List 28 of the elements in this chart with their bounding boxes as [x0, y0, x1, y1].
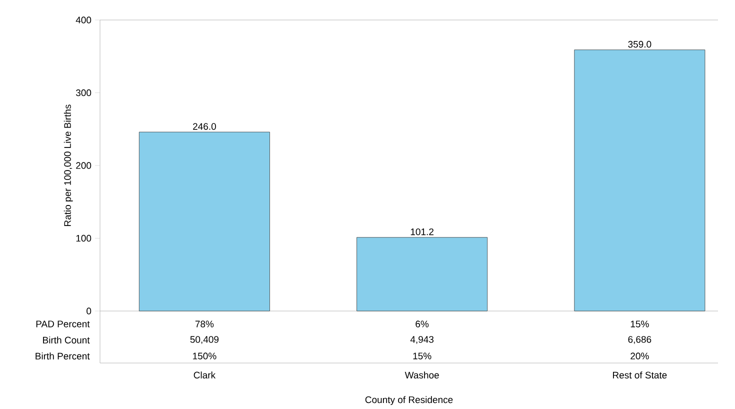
bar	[574, 50, 706, 312]
y-tick-label: 0	[86, 308, 92, 314]
text: Birth Percent	[36, 352, 90, 360]
text: 6,686	[628, 336, 652, 344]
x-tick-label: Rest of State	[613, 372, 667, 378]
text: 15%	[413, 352, 432, 360]
text: PAD Percent	[36, 320, 90, 328]
y-tick-label: 300	[76, 89, 92, 96]
bar	[138, 132, 270, 312]
y-tick-label: 100	[76, 234, 92, 242]
text: 6%	[416, 320, 429, 328]
text: 20%	[630, 352, 649, 360]
text: 50,409	[190, 336, 219, 344]
y-axis-title: Ratio per 100,000 Live Births	[64, 104, 73, 226]
x-axis-title: County of Residence	[365, 396, 453, 405]
text: 15%	[630, 320, 649, 328]
y-tick-label: 200	[76, 162, 92, 169]
text: Birth Count	[43, 336, 90, 344]
data-label: 246.0	[193, 123, 216, 130]
bar	[356, 237, 488, 312]
x-tick-label: Clark	[194, 372, 216, 378]
text: 78%	[195, 320, 214, 328]
data-label: 359.0	[628, 40, 652, 48]
x-tick-label: Washoe	[404, 372, 439, 378]
text: 150%	[193, 352, 216, 360]
data-label: 101.2	[410, 228, 434, 236]
text: 4,943	[410, 336, 434, 344]
y-tick-label: 400	[76, 16, 92, 24]
